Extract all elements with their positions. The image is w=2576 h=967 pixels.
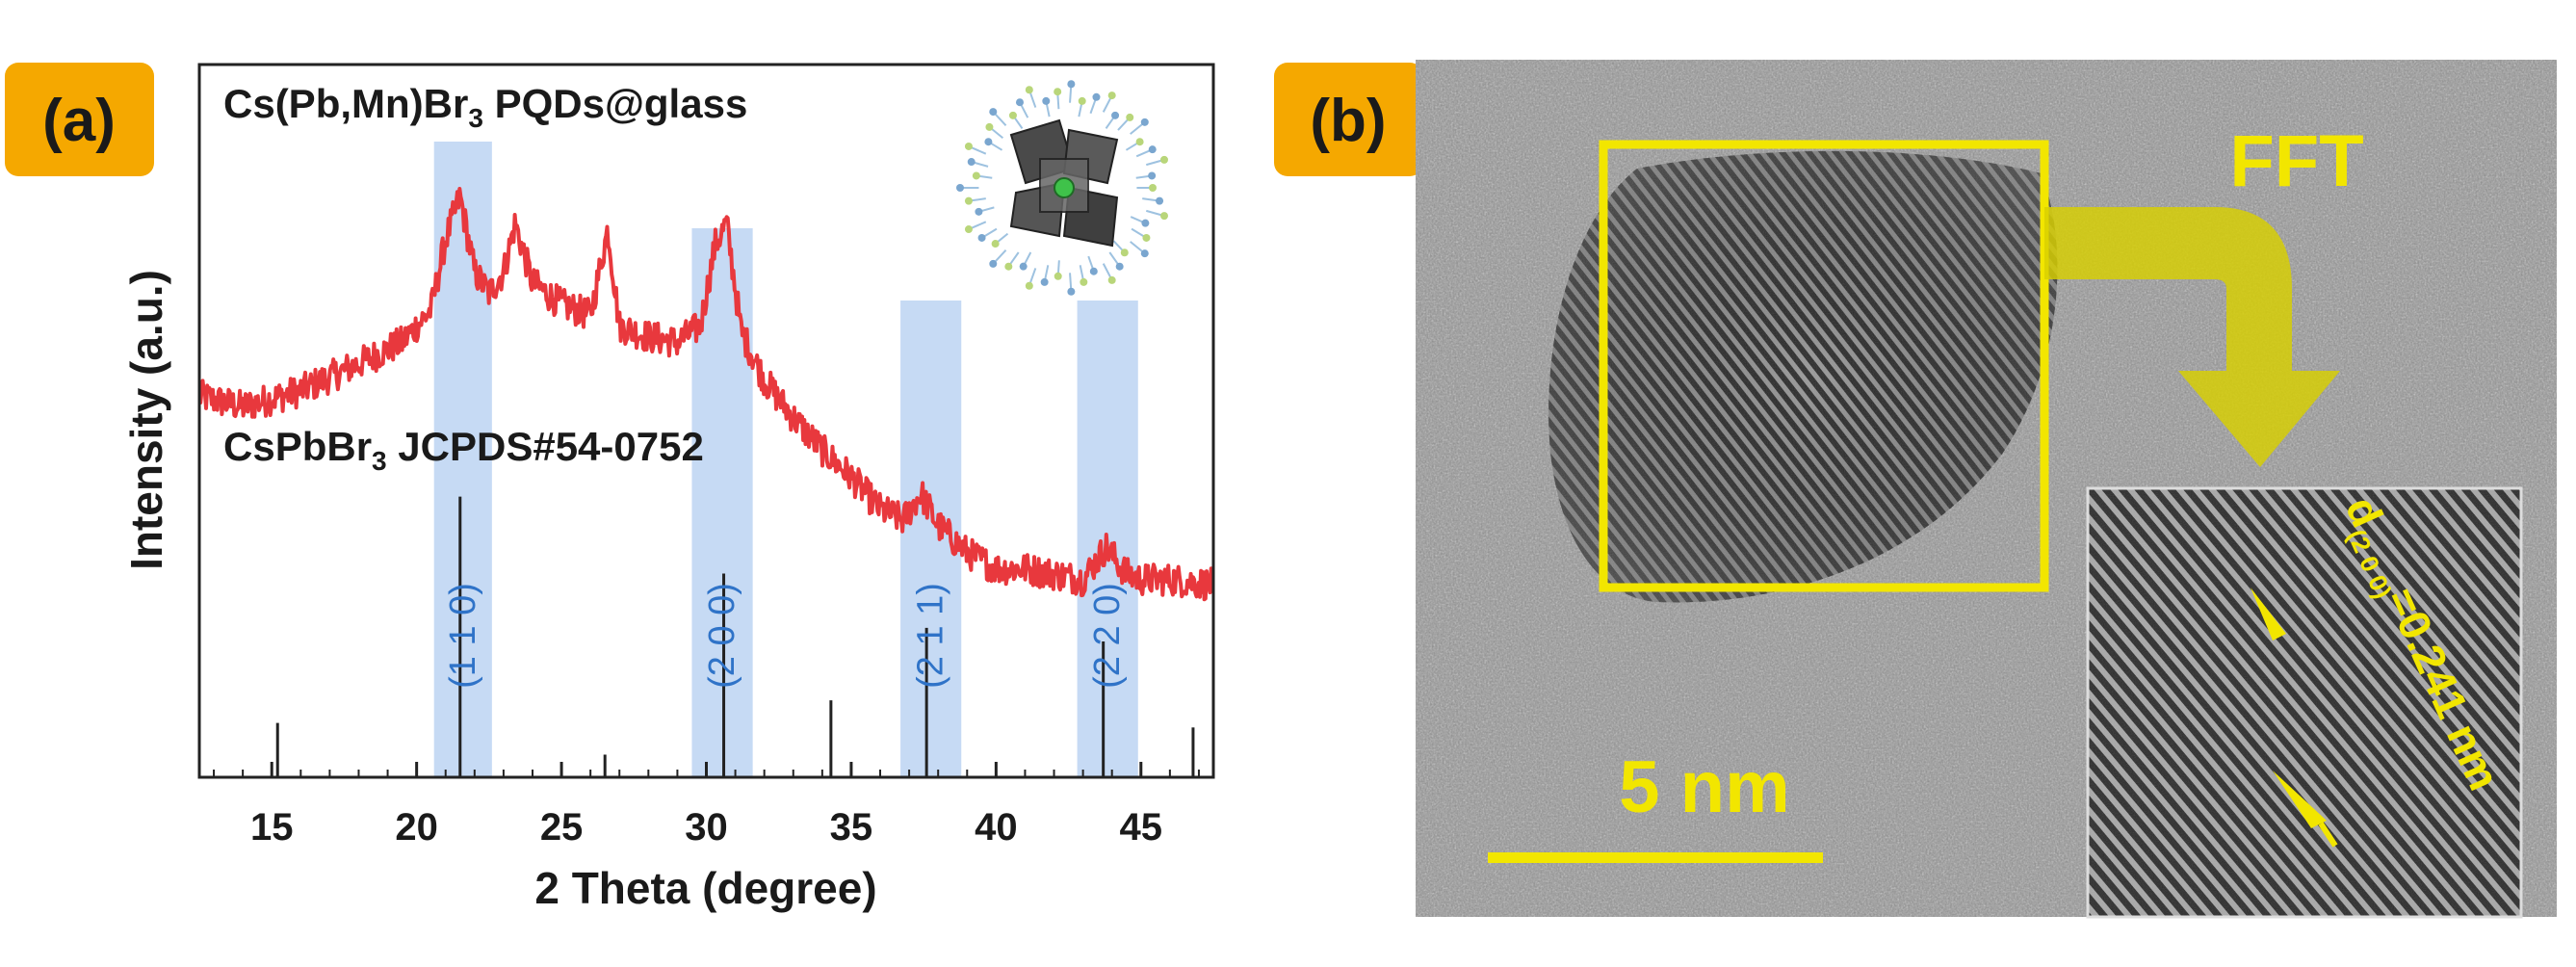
ligand-atom <box>1107 91 1116 100</box>
ligand-atom <box>984 138 993 146</box>
scale-bar-label: 5 nm <box>1619 746 1789 828</box>
quantum-dot-illustration <box>956 80 1168 296</box>
ligand-atom <box>964 142 973 150</box>
hkl-labels: (1 1 0) (2 0 0) (2 1 1) (2 2 0) <box>443 583 1128 689</box>
x-axis-ticks: 15 20 25 30 35 40 45 <box>213 762 1200 849</box>
ligand-atom <box>972 171 980 180</box>
x-tick-label: 30 <box>685 806 728 849</box>
ligand-atom <box>1140 249 1149 258</box>
ligand-atom <box>991 240 1000 248</box>
ligand-atom <box>1025 281 1033 290</box>
x-tick-label: 25 <box>540 806 584 849</box>
x-axis-title: 2 Theta (degree) <box>534 863 876 913</box>
panel-a-badge: (a) <box>5 63 154 176</box>
ligand-atom <box>1054 88 1062 96</box>
ligand-atom <box>1067 287 1076 296</box>
ligand-atom <box>1107 275 1116 284</box>
ligand-atom <box>1054 272 1062 280</box>
panel-a-label: (a) <box>42 88 116 154</box>
ligand-atom <box>1019 262 1028 271</box>
x-tick-label: 45 <box>1120 806 1163 849</box>
ligand-atom <box>1025 86 1033 94</box>
reference-sticks <box>275 496 1195 777</box>
y-axis-title: Intensity (a.u.) <box>121 270 171 570</box>
ligand-atom <box>1015 98 1024 107</box>
x-tick-label: 40 <box>975 806 1018 849</box>
ligand-atom <box>964 225 973 234</box>
ligand-atom <box>1135 138 1144 146</box>
ligand-atom <box>1142 233 1151 242</box>
x-tick-label: 20 <box>395 806 438 849</box>
ligand-atom <box>989 259 998 268</box>
ligand-atom <box>1008 111 1017 119</box>
ligand-atom <box>1089 267 1098 275</box>
xrd-curve <box>199 187 1213 602</box>
ligand-atom <box>1159 212 1168 221</box>
d-arrow-down <box>2273 771 2327 828</box>
panel-b: (b) FFT <box>1274 60 2557 919</box>
ligand-atom <box>1092 92 1101 101</box>
x-tick-label: 35 <box>830 806 873 849</box>
ligand-atom <box>1148 145 1157 154</box>
octahedra-cluster <box>1009 118 1119 248</box>
ligand-atom <box>964 196 973 205</box>
x-tick-label: 15 <box>250 806 294 849</box>
ligand-atom <box>1080 277 1088 286</box>
ligand-atom <box>1111 111 1120 119</box>
ligand-atom <box>1004 262 1013 271</box>
ligand-atom <box>1141 219 1150 227</box>
hkl-label: (2 0 0) <box>702 583 742 689</box>
hkl-label: (2 1 1) <box>911 583 951 689</box>
panel-b-label: (b) <box>1310 88 1386 154</box>
sample-label: Cs(Pb,Mn)Br3 PQDs@glass <box>223 81 747 133</box>
fft-inset-image <box>2086 486 2523 919</box>
ligand-atom <box>1126 113 1134 121</box>
ligand-atom <box>1040 277 1049 286</box>
selection-box <box>1599 140 2049 592</box>
hkl-label: (2 2 0) <box>1087 583 1128 689</box>
panel-b-badge: (b) <box>1274 63 1423 176</box>
ligand-atom <box>1140 118 1149 126</box>
scale-bar <box>1488 852 1823 863</box>
ligand-atom <box>1159 155 1168 164</box>
ligand-atom <box>1115 262 1124 271</box>
ligand-atom <box>977 233 986 242</box>
ligand-atom <box>1148 171 1157 180</box>
fft-arrow <box>2044 207 2340 467</box>
ligand-atom <box>956 184 964 192</box>
ligand-atom <box>967 158 976 167</box>
ligand-atom <box>1120 248 1129 257</box>
ligand-shell <box>956 80 1168 296</box>
ligand-atom <box>989 108 998 117</box>
ligand-atom <box>1149 184 1157 192</box>
ligand-atom <box>975 207 983 216</box>
ligand-atom <box>1156 196 1164 205</box>
ligand-atom <box>1067 80 1076 89</box>
ligand-atom <box>1078 96 1086 105</box>
hkl-label: (1 1 0) <box>443 583 483 689</box>
ligand-atom <box>1042 96 1051 105</box>
ligand-atom <box>985 122 994 131</box>
panel-a: (a) (1 1 0) (2 0 0) (2 1 1) (2 2 0) 15 20 25 3… <box>5 63 1215 913</box>
reference-label: CsPbBr3 JCPDS#54-0752 <box>223 424 704 476</box>
fft-label: FFT <box>2229 120 2363 202</box>
tem-image: FFT 5 nm d(2 0 0)=0.241 nm <box>1416 60 2557 919</box>
